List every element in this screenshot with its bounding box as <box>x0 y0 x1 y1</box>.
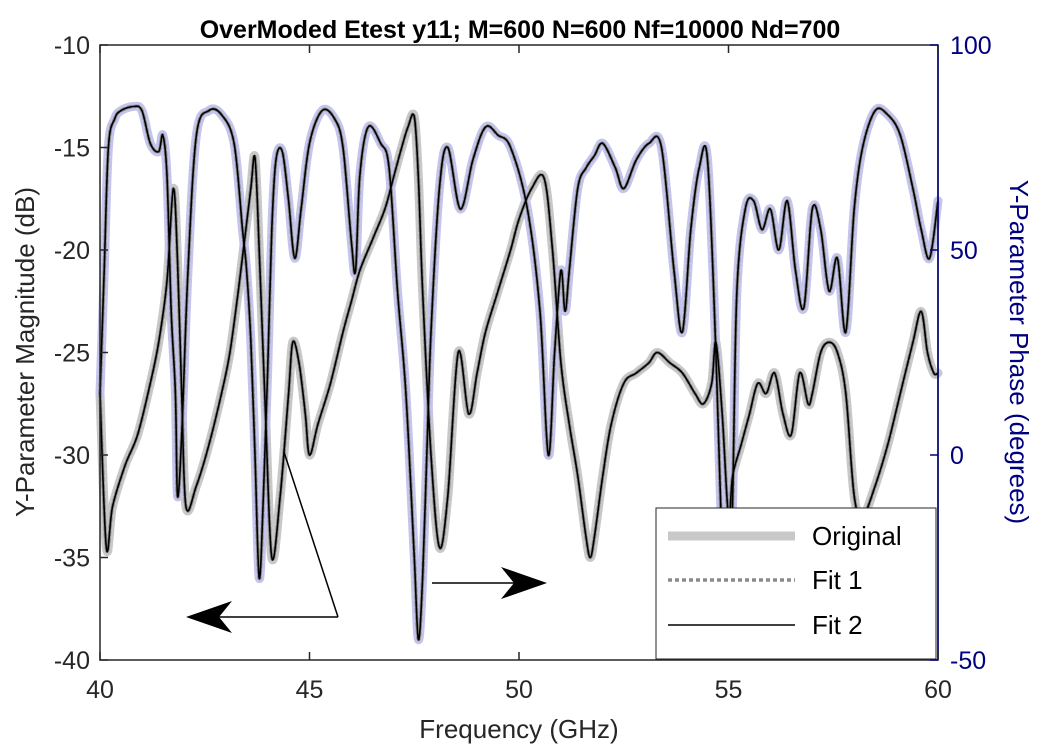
legend-label-original: Original <box>812 521 902 551</box>
series-layer <box>95 101 943 660</box>
y-right-tick-label: 50 <box>950 237 978 265</box>
y-left-tick-label: -10 <box>54 32 90 60</box>
x-axis-label: Frequency (GHz) <box>419 714 618 744</box>
legend-label-fit2: Fit 2 <box>812 610 863 640</box>
y-axis-left-label: Y-Parameter Magnitude (dB) <box>10 187 40 517</box>
magnitude-axis-arrow <box>186 451 339 633</box>
x-tick-label: 50 <box>505 676 533 704</box>
legend: Original Fit 1 Fit 2 <box>655 507 937 660</box>
y-left-tick-label: -30 <box>54 442 90 470</box>
y-right-tick-label: 100 <box>950 32 992 60</box>
y-left-tick-label: -15 <box>54 135 90 163</box>
x-tick-label: 60 <box>924 676 952 704</box>
y-right-tick-label: -50 <box>950 647 986 675</box>
y-right-tick-label: 0 <box>950 442 964 470</box>
fit2-phase-line <box>99 105 939 656</box>
x-tick-label: 40 <box>86 676 114 704</box>
fit2-magnitude-line <box>99 113 939 561</box>
y-axis-right-label: Y-Parameter Phase (degrees) <box>1004 180 1034 524</box>
y-left-tick-label: -20 <box>54 237 90 265</box>
legend-label-fit1: Fit 1 <box>812 565 863 595</box>
phase-axis-arrow <box>432 567 547 599</box>
x-tick-label: 55 <box>715 676 743 704</box>
y-left-tick-label: -40 <box>54 647 90 675</box>
y-left-tick-label: -25 <box>54 340 90 368</box>
x-tick-label: 45 <box>296 676 324 704</box>
y-left-tick-label: -35 <box>54 545 90 573</box>
chart-title: OverModed Etest y11; M=600 N=600 Nf=1000… <box>200 16 841 44</box>
